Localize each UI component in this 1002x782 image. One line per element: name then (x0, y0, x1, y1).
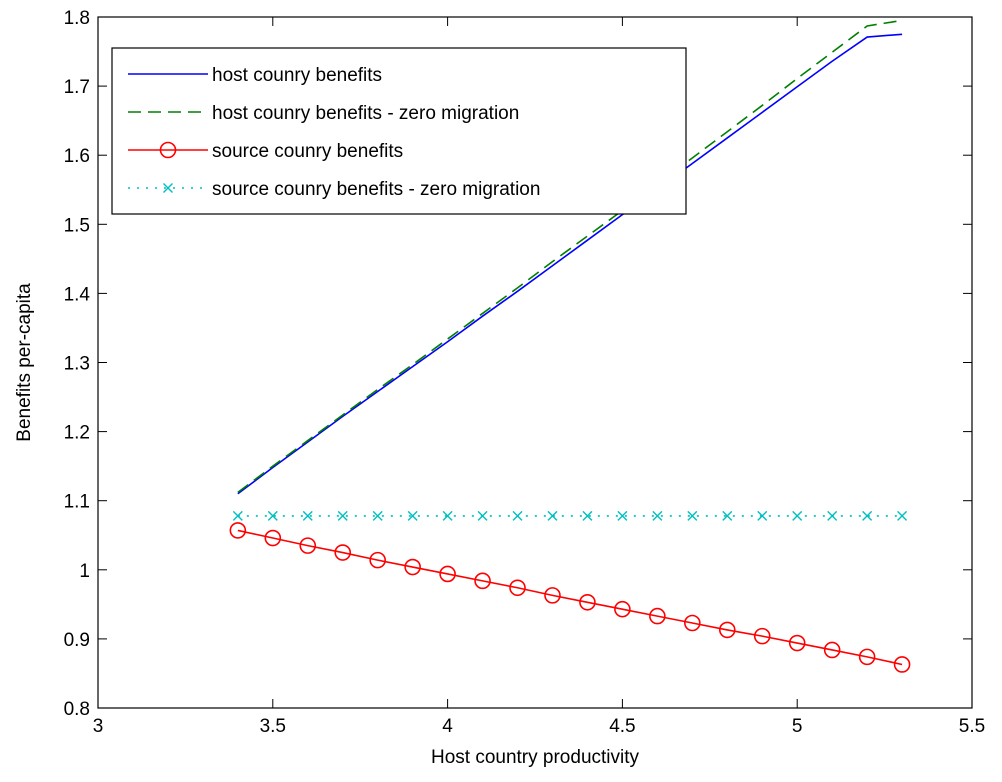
series-3 (232, 510, 908, 521)
data-point (582, 510, 593, 521)
y-tick-label: 1.5 (64, 215, 90, 236)
x-tick-label: 3.5 (260, 716, 286, 737)
data-point (753, 627, 771, 645)
y-tick-label: 1.8 (64, 8, 90, 29)
data-point (299, 537, 317, 554)
data-point (687, 510, 698, 521)
y-tick-label: 0.8 (64, 699, 90, 720)
x-tick-label: 5 (792, 716, 803, 737)
data-point (547, 510, 558, 521)
legend-box (111, 47, 687, 215)
axes: 3 3.5 4 4.5 5 5.5 0.8 0.9 1 1.1 1.2 1.3 1.4 1.5 1.6 1.7… (64, 8, 986, 737)
y-tick-label: 1.3 (64, 354, 90, 375)
legend: host counry benefits host counry benefits… (111, 47, 687, 215)
legend-marker (159, 141, 177, 159)
data-point (267, 510, 278, 521)
data-point (788, 634, 806, 652)
series-line-2 (237, 529, 903, 666)
legend-item: host counry benefits (128, 65, 382, 86)
data-point (823, 641, 841, 659)
y-tick-label: 1.4 (64, 284, 91, 305)
data-point (439, 565, 456, 583)
x-tick-label: 5.5 (959, 716, 985, 737)
data-point (229, 522, 247, 539)
plot-area (229, 19, 911, 673)
legend-label: source counry benefits - zero migration (212, 179, 540, 200)
y-tick-label: 1.6 (64, 146, 90, 167)
data-point (232, 510, 243, 521)
legend-item: host counry benefits - zero migration (128, 103, 519, 124)
data-point (509, 579, 526, 597)
data-point (474, 572, 491, 590)
data-point (897, 510, 908, 521)
y-tick-label: 0.9 (64, 630, 90, 651)
legend-label: source counry benefits (212, 141, 403, 162)
data-point (264, 529, 282, 547)
x-tick-label: 4.5 (609, 716, 635, 737)
x-axis-label: Host country productivity (431, 747, 640, 768)
data-point (372, 510, 383, 521)
series-line-1 (237, 19, 903, 494)
data-point (579, 593, 596, 611)
x-tick-label: 3 (93, 716, 104, 737)
data-point (302, 510, 313, 521)
legend-item: source counry benefits - zero migration (128, 179, 540, 200)
series-line-0 (237, 33, 903, 495)
data-point (477, 510, 488, 521)
data-point (404, 558, 421, 576)
data-point (827, 510, 838, 521)
data-point (718, 621, 736, 639)
data-point (369, 551, 386, 569)
legend-marker (163, 183, 173, 193)
y-axis-label: Benefits per-capita (14, 283, 35, 442)
data-point (684, 614, 701, 632)
x-tick-label: 4 (442, 716, 453, 737)
y-tick-label: 1.2 (64, 423, 90, 444)
data-point (614, 600, 631, 618)
y-tick-label: 1 (79, 561, 90, 582)
data-point (334, 544, 352, 561)
data-point (652, 510, 663, 521)
series-1 (237, 19, 903, 494)
data-point (722, 510, 733, 521)
data-point (649, 607, 666, 625)
legend-label: host counry benefits - zero migration (212, 103, 519, 124)
data-point (512, 510, 523, 521)
data-point (792, 510, 803, 521)
data-point (862, 510, 873, 521)
data-point (617, 510, 628, 521)
data-point (337, 510, 348, 521)
data-point (893, 656, 911, 673)
legend-label: host counry benefits (212, 65, 382, 86)
legend-item: source counry benefits (128, 141, 403, 162)
series-0 (237, 33, 903, 495)
data-point (858, 648, 876, 666)
y-tick-label: 1.1 (64, 492, 90, 513)
data-point (442, 510, 453, 521)
data-point (544, 587, 561, 604)
data-point (757, 510, 768, 521)
y-tick-label: 1.7 (64, 77, 90, 98)
data-point (407, 510, 418, 521)
series-2 (229, 522, 911, 673)
